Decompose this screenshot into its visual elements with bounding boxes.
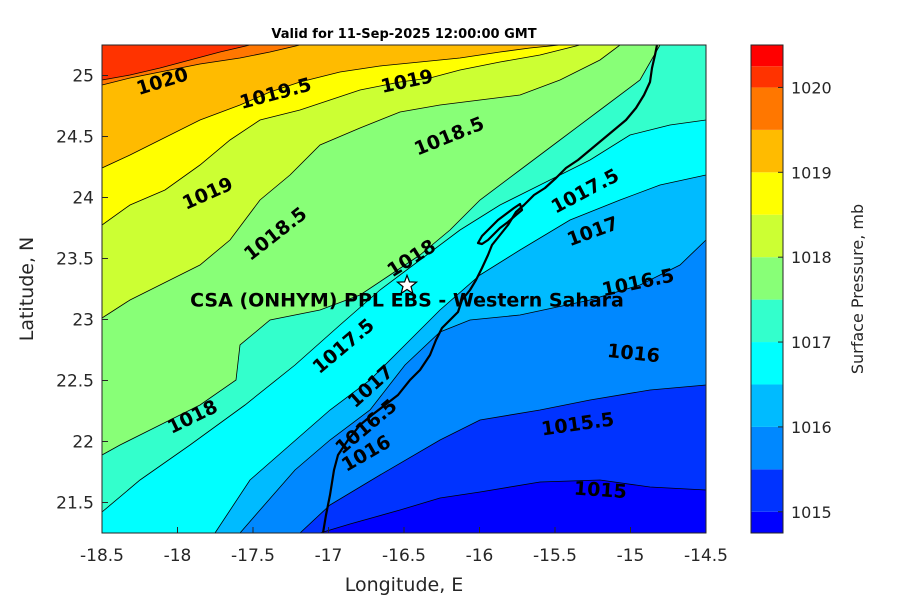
x-tick-label: -18.5 (80, 546, 124, 566)
coastline (321, 45, 659, 533)
colorbar-ticks: 1015 1016 1017 1018 1019 1020 (778, 78, 832, 522)
y-tick-label: 24 (72, 189, 94, 209)
colorbar-tick-label: 1019 (791, 163, 832, 182)
colorbar-tick-label: 1017 (791, 333, 832, 352)
x-axis-ticks: -18.5 -18 -17.5 -17 -16.5 -16 -15.5 -15 -14.5 (80, 527, 728, 566)
contour-label: 1015 (573, 477, 627, 503)
site-marker-group: CSA (ONHYM) PPL EBS - Western Sahara (190, 273, 624, 311)
colorbar-swatch (751, 87, 783, 130)
contour-line-1016-5 (214, 174, 706, 533)
x-axis-label: Longitude, E (345, 574, 464, 596)
star-icon (395, 273, 419, 295)
y-axis-ticks: 21.5 22 22.5 23 23.5 24 24.5 25 (56, 67, 108, 514)
colorbar-tick-label: 1016 (791, 418, 832, 437)
colorbar-swatch (751, 426, 783, 470)
colorbar-swatch (751, 511, 783, 533)
colorbar-swatch (751, 45, 783, 67)
x-tick-label: -15 (617, 546, 645, 566)
contour-label: 1016 (606, 340, 661, 367)
colorbar-swatch (751, 342, 783, 385)
x-tick-label: -15.5 (533, 546, 577, 566)
contour-line-1019 (102, 45, 561, 169)
contour-line-1015 (319, 479, 706, 533)
colorbar-swatch (751, 214, 783, 258)
x-tick-label: -14.5 (684, 546, 728, 566)
y-tick-label: 22 (72, 433, 94, 453)
y-tick-label: 23.5 (56, 250, 94, 270)
x-tick-label: -17 (315, 546, 343, 566)
colorbar (751, 45, 783, 533)
contour-line-1017 (102, 119, 706, 513)
y-tick-label: 24.5 (56, 128, 94, 148)
contour-line-1020 (102, 45, 251, 81)
colorbar-frame (750, 44, 784, 534)
pressure-contour-lines (102, 45, 706, 533)
x-tick-label: -17.5 (231, 546, 275, 566)
colorbar-tick-label: 1015 (791, 503, 832, 522)
contour-line-1018 (102, 45, 621, 319)
coastline-dakhla-peninsula (476, 202, 524, 246)
colorbar-swatch (751, 257, 783, 300)
colorbar-swatch (751, 469, 783, 512)
colorbar-swatch (751, 172, 783, 215)
colorbar-swatch (751, 129, 783, 173)
colorbar-tick-label: 1020 (791, 78, 832, 97)
x-tick-label: -16 (466, 546, 494, 566)
contour-line-1015-5 (299, 384, 706, 533)
y-axis-label: Latitude, N (16, 237, 38, 342)
map-title: Valid for 11-Sep-2025 12:00:00 GMT (271, 27, 536, 42)
y-tick-label: 21.5 (56, 494, 94, 514)
y-tick-label: 22.5 (56, 372, 94, 392)
contour-line-1017-5 (102, 45, 661, 456)
coastline-mainland (321, 45, 659, 533)
band-1019 (102, 45, 560, 168)
contour-line-1018-5 (102, 45, 581, 226)
colorbar-tick-label: 1018 (791, 248, 832, 267)
colorbar-swatch (751, 66, 783, 88)
x-tick-label: -16.5 (382, 546, 426, 566)
site-label: CSA (ONHYM) PPL EBS - Western Sahara (190, 289, 624, 311)
x-tick-label: -18 (164, 546, 192, 566)
colorbar-swatch (751, 299, 783, 343)
colorbar-label: Surface Pressure, mb (848, 204, 867, 374)
y-tick-label: 23 (72, 311, 94, 331)
colorbar-swatch (751, 384, 783, 427)
y-tick-label: 25 (72, 67, 94, 87)
contour-line-1019-5 (102, 45, 301, 86)
